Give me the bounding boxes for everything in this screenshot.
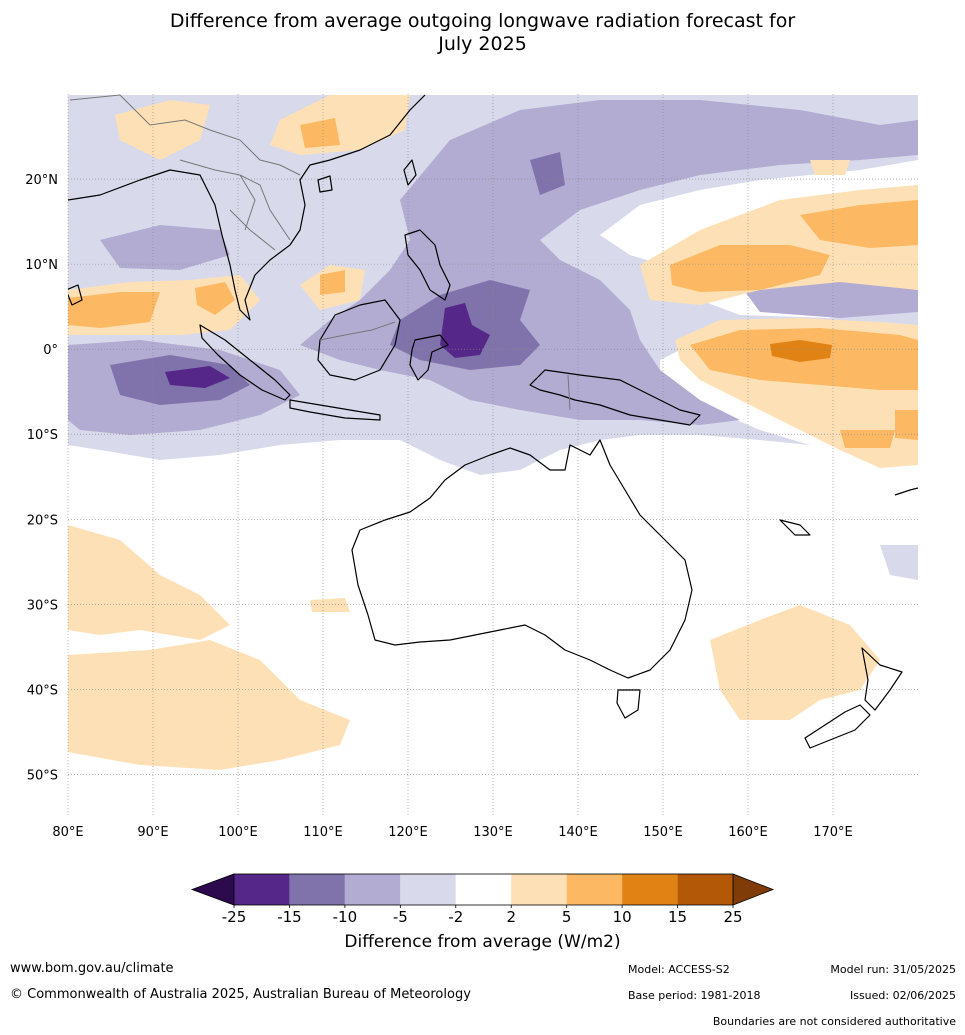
sulawesi-coastline [409,334,449,381]
latitude-label: 10°S [27,428,58,443]
longitude-label: 80°E [52,825,83,840]
colorbar-bin [289,874,345,905]
latitude-label: 20°N [25,173,58,188]
colorbar-bin [677,874,733,905]
country-boundaries [69,94,571,411]
asia-mainland-coastline [68,94,426,321]
longitude-label: 150°E [643,825,683,840]
latitude-label: 30°S [27,598,58,613]
anomaly-region-darkest-purple [440,303,490,358]
latitude-label: 10°N [25,258,58,273]
footer-website: www.bom.gov.au/climate [10,961,174,976]
anomaly-region-mid-orange [670,245,830,292]
anomaly-region-light-purple-2 [880,545,918,580]
anomaly-region-light-orange-7 [710,605,880,720]
anomaly-region-dark-orange [770,340,832,362]
anomaly-region-light-orange-10 [310,598,350,612]
colorbar-label: -5 [393,908,408,926]
colorbar-bin [455,874,512,905]
taiwan-coastline [403,159,417,186]
anomaly-region-mid-orange-2 [800,200,918,248]
colorbar-label: 2 [506,908,516,926]
anomaly-region-darkest-purple-2 [165,366,230,388]
footer-disclaimer: Boundaries are not considered authoritat… [712,1015,956,1028]
australia-coastline [351,439,693,679]
new-guinea-border [567,374,571,411]
colorbar-bin [234,874,290,905]
hainan-coastline [317,175,333,193]
anomaly-region-dark-purple-3 [530,152,565,195]
coastlines [68,94,918,749]
anomaly-region-mid-orange-5 [195,282,235,315]
colorbar-label: 10 [613,908,632,926]
colorbar-label: -2 [448,908,463,926]
latitude-label: 20°S [27,513,58,528]
colorbar-label: -10 [333,908,358,926]
java-coastline [289,399,381,421]
longitude-label: 110°E [303,825,343,840]
new-guinea-coastline [529,369,701,426]
latitude-tick-labels: 20°N 10°N 0° 10°S 20°S 30°S 40°S 50°S [25,173,58,783]
colorbar-label: 15 [668,908,687,926]
colorbar-outline [233,873,734,906]
anomaly-region-mid-orange-9 [320,270,345,295]
anomaly-region-medium-purple-3 [100,225,230,270]
title-line-1: Difference from average outgoing longwav… [169,10,796,32]
longitude-label: 90°E [137,825,168,840]
sri-lanka-coastline [68,284,83,306]
philippines-coastline [404,229,451,301]
footer-issued: Issued: 02/06/2025 [849,989,956,1002]
longitude-label: 120°E [388,825,428,840]
fiji-coastline [894,487,918,496]
footer-model: Model: ACCESS-S2 [628,963,730,976]
tasmania-coastline [616,689,641,719]
anomaly-shading [68,95,918,770]
longitude-label: 100°E [218,825,258,840]
longitude-label: 130°E [473,825,513,840]
footer-copyright: © Commonwealth of Australia 2025, Austra… [10,987,471,1002]
map-title: Difference from average outgoing longwav… [0,10,965,56]
graticule [67,94,918,817]
anomaly-region-light-orange-9 [115,100,210,160]
borneo-coastline [317,299,401,381]
colorbar-label: 25 [723,908,742,926]
colorbar-label: 5 [562,908,572,926]
colorbar-bin [344,874,401,905]
sumatra-coastline [199,324,291,401]
colorbar: -25 -15 -10 -5 -2 2 5 10 15 25 [190,873,775,926]
anomaly-region-mid-orange-7 [840,430,895,448]
colorbar-extend-low [190,873,235,906]
colorbar-title: Difference from average (W/m2) [344,932,621,952]
colorbar-bin [511,874,567,905]
colorbar-extend-high [732,873,775,906]
anomaly-region-mid-orange-4 [68,292,160,328]
anomaly-region-medium-purple-4 [740,280,918,318]
colorbar-label: -15 [277,908,302,926]
anomaly-region-light-orange-11 [810,160,850,175]
longitude-label: 160°E [728,825,768,840]
borneo-border [319,321,396,341]
longitude-tick-labels: 80°E 90°E 100°E 110°E 120°E 130°E 140°E 150°E 16… [52,825,852,840]
new-zealand-south-island [804,704,871,749]
latitude-label: 0° [43,343,58,358]
colorbar-bin [400,874,456,905]
new-caledonia-coastline [779,519,811,536]
longitude-label: 170°E [813,825,853,840]
anomaly-region-mid-orange-8 [895,410,918,440]
footer-base-period: Base period: 1981-2018 [628,989,761,1002]
longitude-label: 140°E [558,825,598,840]
anomaly-region-light-orange-6 [68,640,350,770]
latitude-label: 50°S [27,768,58,783]
colorbar-bin [566,874,623,905]
new-zealand-north-island [861,647,903,711]
anomaly-region-mid-orange-6 [300,118,340,148]
asia-borders [69,94,301,251]
anomaly-region-light-orange-5 [68,525,230,640]
footer-model-run: Model run: 31/05/2025 [830,963,956,976]
title-line-2: July 2025 [438,33,527,55]
latitude-label: 40°S [27,683,58,698]
colorbar-label: -25 [222,908,247,926]
colorbar-bin [622,874,678,905]
